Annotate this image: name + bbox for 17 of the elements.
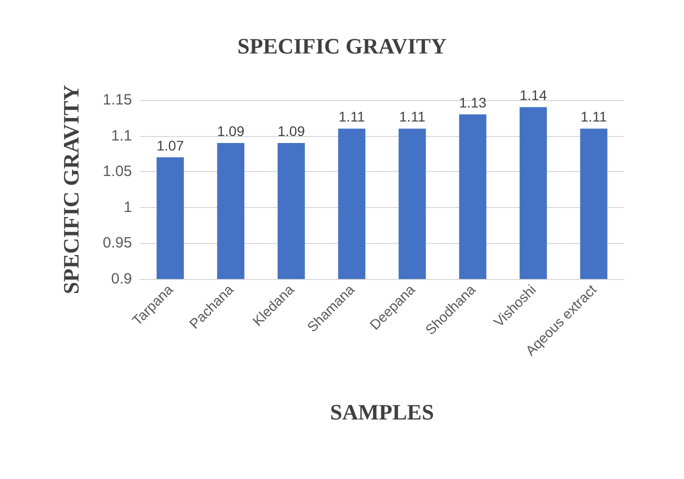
data-label: 1.09 bbox=[278, 122, 306, 139]
y-axis-title: SPECIFIC GRAVITY bbox=[58, 84, 84, 294]
data-label: 1.11 bbox=[338, 108, 366, 125]
x-axis-title: SAMPLES bbox=[330, 400, 434, 424]
chart-title: SPECIFIC GRAVITY bbox=[237, 34, 447, 58]
y-tick-label: 1.1 bbox=[111, 127, 132, 144]
data-label: 1.11 bbox=[399, 108, 426, 125]
y-tick-label: 1.15 bbox=[102, 92, 132, 108]
y-tick-label: 0.9 bbox=[111, 270, 132, 288]
data-label: 1.09 bbox=[217, 122, 245, 139]
data-label: 1.07 bbox=[156, 137, 184, 154]
y-tick-label: 1 bbox=[124, 198, 132, 216]
y-tick-label: 0.95 bbox=[102, 234, 132, 252]
data-label: 1.11 bbox=[580, 108, 608, 125]
y-tick-label: 1.05 bbox=[102, 163, 132, 180]
data-label: 1.13 bbox=[459, 94, 487, 110]
data-label: 1.14 bbox=[520, 87, 548, 104]
